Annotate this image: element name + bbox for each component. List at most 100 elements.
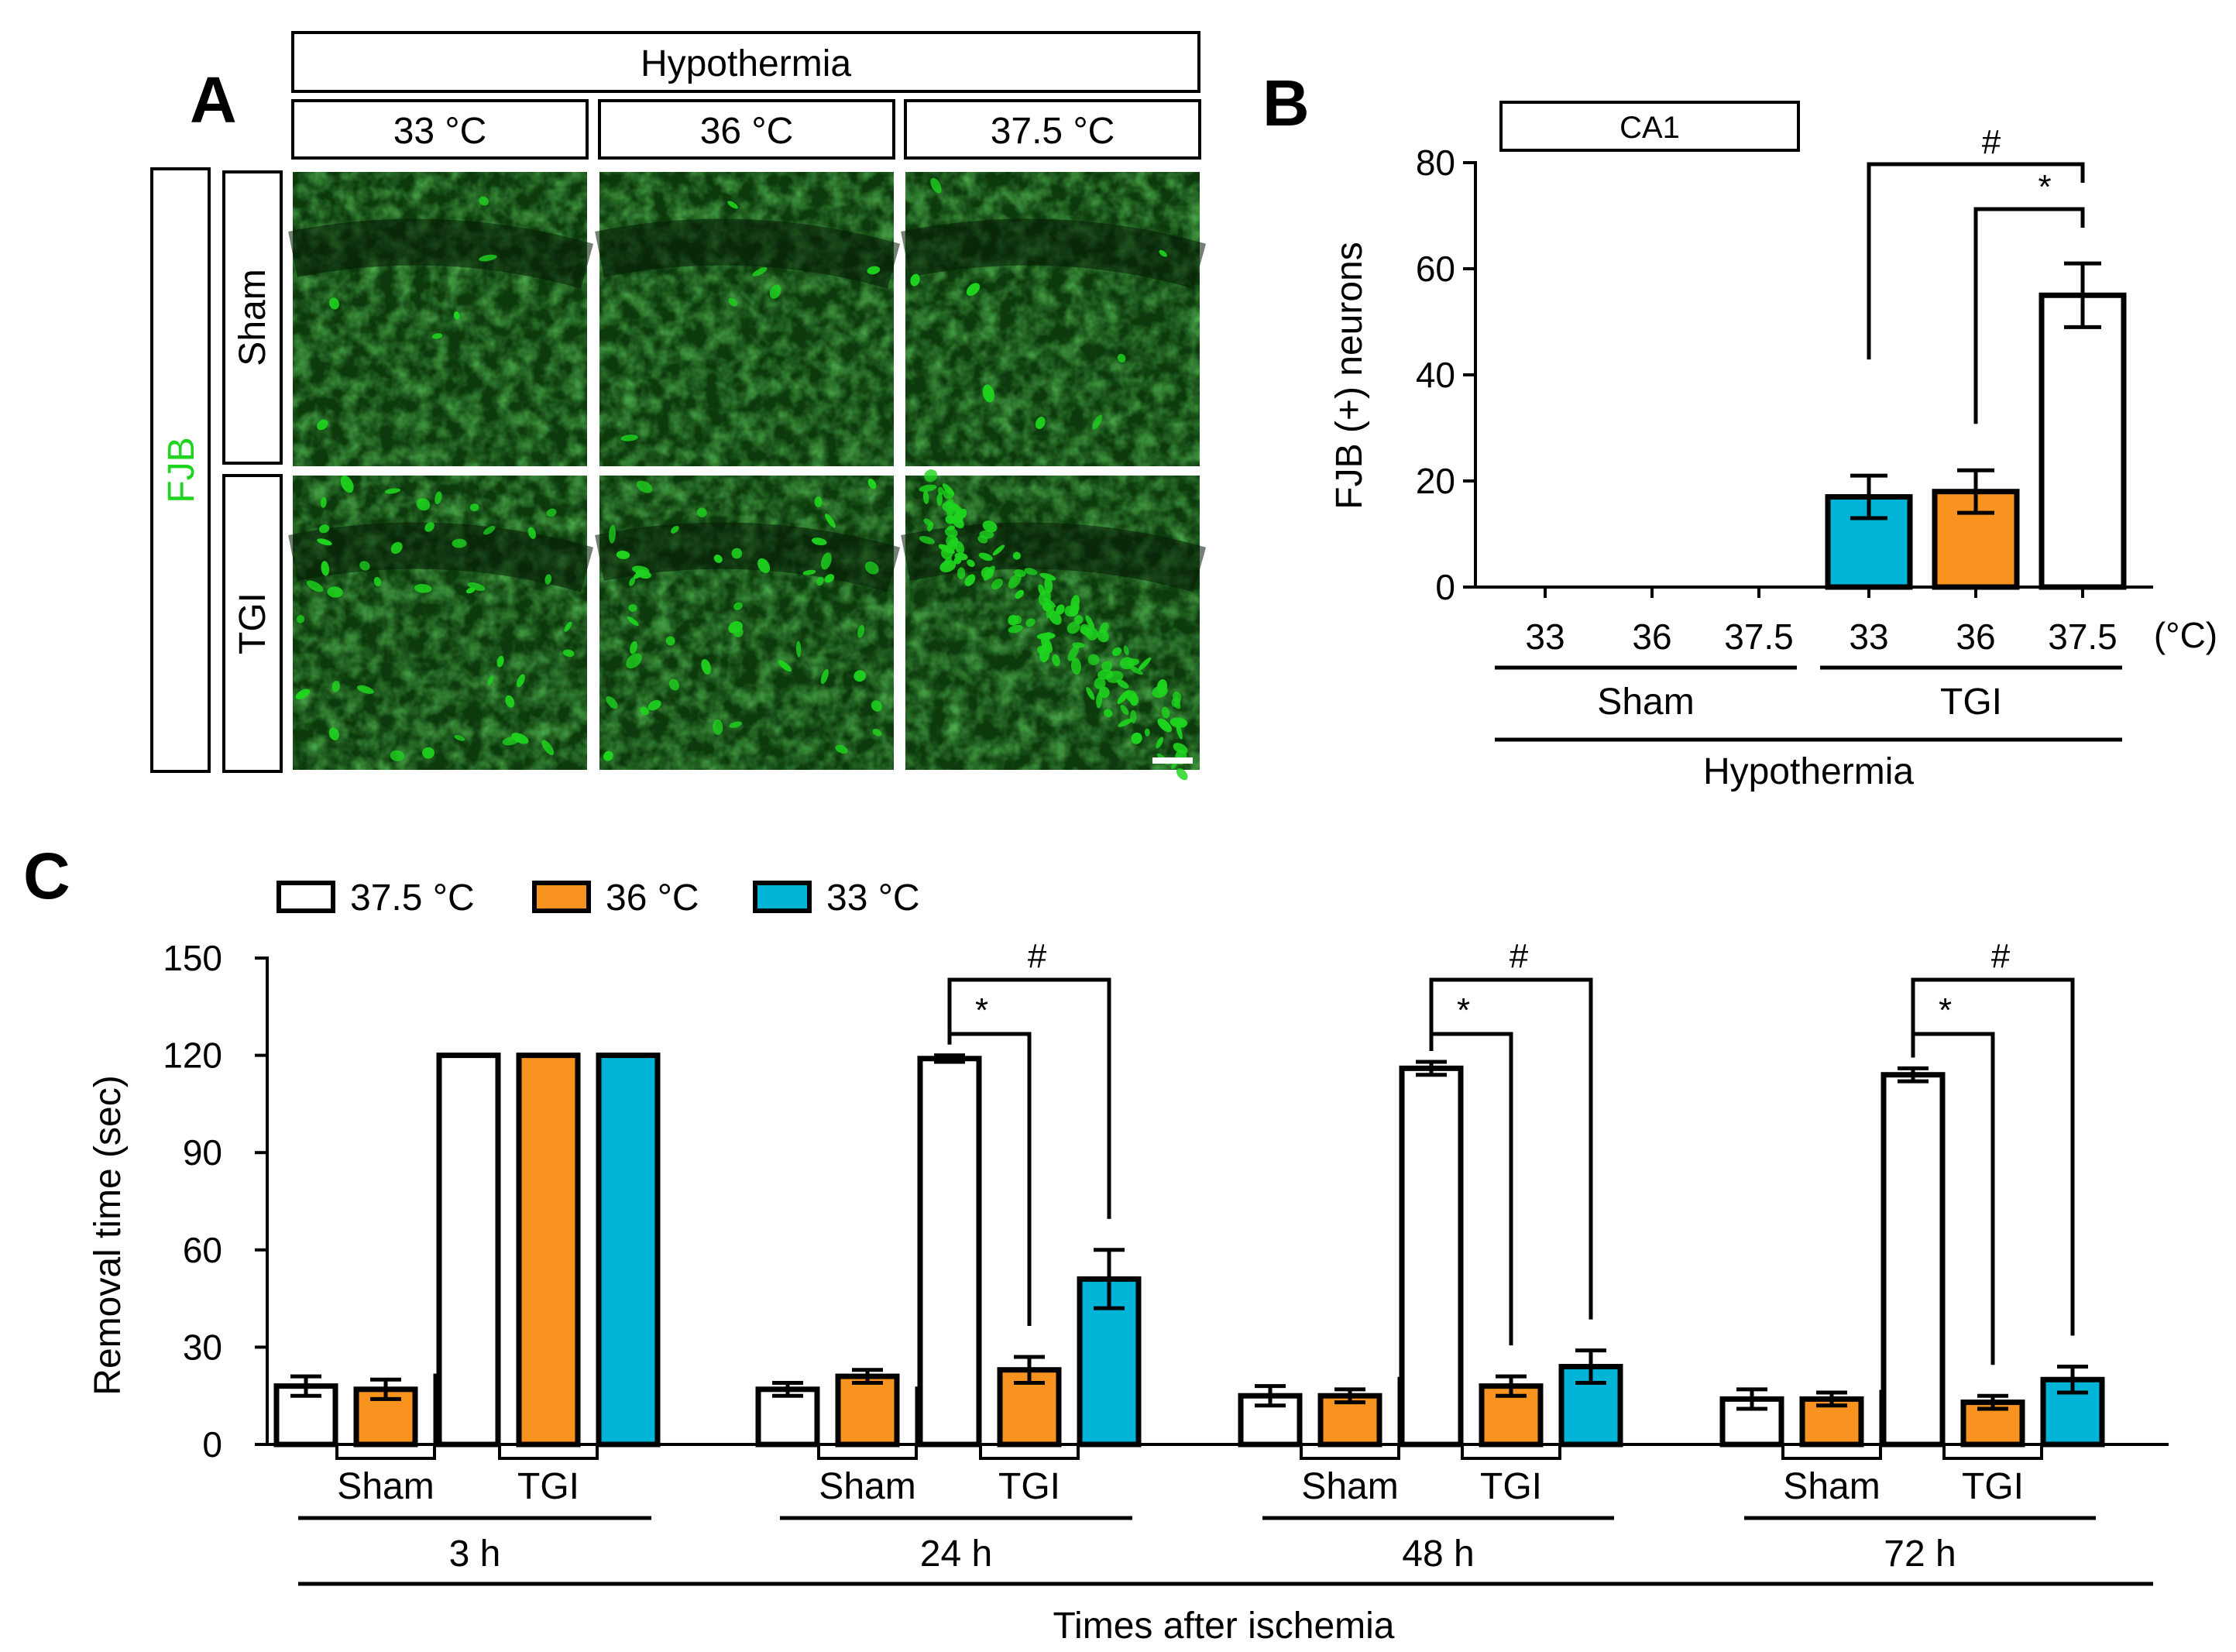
fjb-positive-cell [327, 586, 343, 598]
row-label-box-tgi [222, 474, 283, 773]
stain-label: FJB [161, 437, 202, 503]
fjb-positive-cell [452, 538, 467, 548]
fjb-positive-cell [1038, 584, 1046, 596]
pyramidal-layer [288, 522, 594, 592]
micrograph-tgi-3 [901, 469, 1207, 781]
x-tick-label-b: 37.5 [1724, 616, 1794, 657]
fjb-positive-cell [422, 747, 434, 759]
pyramidal-layer [595, 522, 901, 592]
fjb-positive-cell [871, 700, 882, 712]
condition-label-c: Sham [1301, 1466, 1398, 1507]
fjb-positive-cell [945, 515, 956, 524]
x-tick-label-b: 36 [1956, 616, 1995, 657]
micrograph-texture [293, 172, 587, 466]
column-header-37-5: 37.5 °C [991, 111, 1115, 152]
fjb-positive-cell [1014, 569, 1026, 577]
fjb-positive-cell [1176, 768, 1188, 781]
y-tick-label-b: 40 [1416, 355, 1455, 395]
fjb-positive-cell [1024, 568, 1038, 575]
fjb-positive-cell [627, 616, 639, 627]
fjb-positive-cell [483, 525, 496, 535]
fjb-positive-cell [318, 524, 330, 534]
fjb-positive-cell [306, 580, 324, 592]
row-label-sham: Sham [232, 269, 273, 366]
fjb-positive-cell [562, 649, 575, 658]
fjb-positive-cell [479, 254, 497, 262]
fjb-positive-cell [295, 689, 311, 700]
micrograph-sham-1 [288, 172, 594, 466]
fjb-positive-cell [665, 636, 675, 646]
hypothermia-label-b: Hypothermia [1703, 751, 1914, 792]
fjb-positive-cell [991, 579, 1003, 590]
fjb-positive-cell [631, 565, 650, 575]
bar-c [755, 1386, 820, 1448]
fjb-positive-cell [854, 670, 866, 682]
fjb-positive-cell [713, 719, 723, 735]
fjb-positive-cell [636, 480, 653, 493]
fjb-positive-cell [1119, 657, 1135, 670]
significance-bracket-b [1867, 162, 2085, 360]
column-header-box-33 [291, 99, 589, 160]
fjb-positive-cell [733, 602, 743, 610]
fjb-positive-cell [1097, 669, 1114, 680]
unit-label-b: (°C) [2154, 615, 2217, 655]
region-title: CA1 [1619, 111, 1680, 145]
condition-bracket-c [1781, 1444, 1882, 1460]
y-tick-label-c: 90 [183, 1132, 222, 1173]
panel-letter-a: A [190, 64, 237, 136]
y-tick-label-c: 60 [183, 1230, 222, 1270]
fjb-positive-cell [1052, 654, 1060, 667]
fjb-positive-cell [453, 311, 460, 320]
fjb-positive-cell [373, 576, 382, 586]
fjb-positive-cell [1067, 645, 1080, 661]
panel-b: B CA1 FJB (+) neurons 0 20 40 60 80 33 36 37.5 3… [1262, 67, 2217, 792]
bar-c [596, 1053, 661, 1448]
fjb-positive-cell [1104, 709, 1113, 718]
significance-bracket-b [1973, 207, 2085, 424]
fjb-positive-cell [434, 491, 442, 505]
fjb-positive-cell [979, 530, 994, 539]
panel-letter-c: C [23, 840, 70, 912]
bar-b [2039, 292, 2127, 590]
time-label-c: 72 h [1884, 1534, 1956, 1575]
condition-bracket-c [979, 1444, 1080, 1460]
fjb-positive-cell [857, 625, 865, 638]
legend-swatch [532, 881, 591, 913]
fjb-positive-cell [541, 740, 555, 756]
fjb-positive-cell [728, 297, 737, 307]
legend-label: 33 °C [826, 878, 920, 919]
fjb-positive-cell [517, 674, 525, 688]
fjb-positive-cell [329, 297, 339, 310]
fjb-positive-cell [954, 504, 961, 517]
fjb-positive-cell [626, 653, 642, 669]
fjb-positive-cell [606, 695, 618, 709]
significance-bracket-c [947, 1032, 1032, 1326]
fjb-positive-cell [546, 508, 557, 517]
condition-bracket-c [1942, 1444, 2043, 1460]
fjb-positive-cell [713, 555, 723, 563]
y-axis-label-c: Removal time (sec) [88, 1075, 129, 1395]
fjb-positive-cell [1099, 622, 1109, 634]
row-label-tgi: TGI [232, 592, 273, 654]
fjb-positive-cell [769, 284, 781, 299]
fjb-positive-cell [731, 548, 743, 559]
fjb-positive-cell [416, 498, 431, 511]
y-tick-label-b: 60 [1416, 249, 1455, 289]
fjb-positive-cell [811, 538, 827, 546]
fjb-positive-cell [1161, 706, 1170, 719]
fjb-positive-cell [1144, 728, 1150, 737]
micrograph-grid [288, 172, 1207, 781]
x-tick-label-b: 37.5 [2048, 616, 2118, 657]
fjb-positive-cell [936, 493, 943, 507]
fjb-positive-cell [1131, 732, 1142, 744]
fjb-positive-cell [505, 695, 515, 708]
fjb-positive-cell [1101, 661, 1113, 671]
fjb-positive-cell [384, 488, 401, 494]
fjb-positive-cell [964, 574, 976, 586]
fjb-positive-cell [1117, 353, 1126, 363]
condition-bracket-c [498, 1444, 599, 1460]
x-tick-label-b: 33 [1849, 616, 1888, 657]
x-tick-label-b: 36 [1632, 616, 1671, 657]
fjb-positive-cell [982, 520, 998, 533]
fjb-positive-cell [1126, 690, 1137, 702]
